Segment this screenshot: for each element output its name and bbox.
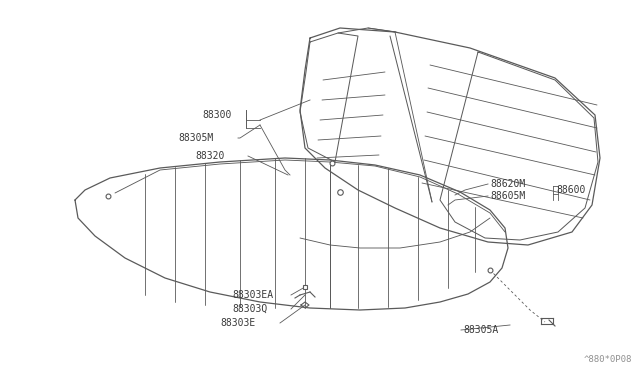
Text: 88600: 88600 xyxy=(556,185,586,195)
Text: 88303EA: 88303EA xyxy=(232,290,273,300)
Text: 88620M: 88620M xyxy=(490,179,525,189)
Text: 88303E: 88303E xyxy=(220,318,255,328)
Text: 88300: 88300 xyxy=(202,110,232,120)
Text: 88305M: 88305M xyxy=(178,133,213,143)
Text: ^880*0P08: ^880*0P08 xyxy=(584,355,632,364)
Text: 88320: 88320 xyxy=(195,151,225,161)
Text: 88305A: 88305A xyxy=(463,325,499,335)
Text: 88605M: 88605M xyxy=(490,191,525,201)
Text: 88303Q: 88303Q xyxy=(232,304,268,314)
